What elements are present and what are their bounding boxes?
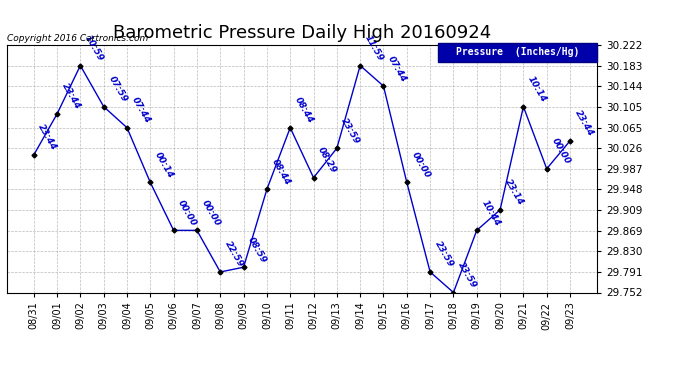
Text: 00:00: 00:00 <box>549 136 571 166</box>
Text: 07:44: 07:44 <box>386 54 408 83</box>
Text: 07:59: 07:59 <box>106 75 128 104</box>
Text: 00:14: 00:14 <box>153 150 175 180</box>
Text: 23:44: 23:44 <box>60 82 82 111</box>
Text: 00:00: 00:00 <box>177 198 199 228</box>
Text: 08:44: 08:44 <box>270 157 292 186</box>
Text: 08:44: 08:44 <box>293 96 315 125</box>
Text: 23:44: 23:44 <box>37 123 59 152</box>
Text: 08:59: 08:59 <box>246 235 268 264</box>
Text: 23:44: 23:44 <box>573 109 595 138</box>
Text: 22:59: 22:59 <box>223 240 245 269</box>
Text: 00:00: 00:00 <box>199 198 221 228</box>
FancyBboxPatch shape <box>437 42 597 62</box>
Text: 00:00: 00:00 <box>410 150 432 180</box>
Text: 11:59: 11:59 <box>363 33 385 63</box>
Text: Pressure  (Inches/Hg): Pressure (Inches/Hg) <box>455 47 579 57</box>
Text: 08:29: 08:29 <box>316 146 338 175</box>
Text: 23:59: 23:59 <box>433 240 455 269</box>
Text: 10:14: 10:14 <box>526 75 549 104</box>
Text: 10:59: 10:59 <box>83 33 106 63</box>
Text: 23:59: 23:59 <box>456 260 478 290</box>
Text: 07:44: 07:44 <box>130 96 152 125</box>
Text: 23:59: 23:59 <box>339 116 362 146</box>
Title: Barometric Pressure Daily High 20160924: Barometric Pressure Daily High 20160924 <box>112 24 491 42</box>
Text: 10:44: 10:44 <box>480 198 502 228</box>
Text: Copyright 2016 Cartronics.com: Copyright 2016 Cartronics.com <box>7 33 148 42</box>
Text: 23:14: 23:14 <box>503 178 525 207</box>
